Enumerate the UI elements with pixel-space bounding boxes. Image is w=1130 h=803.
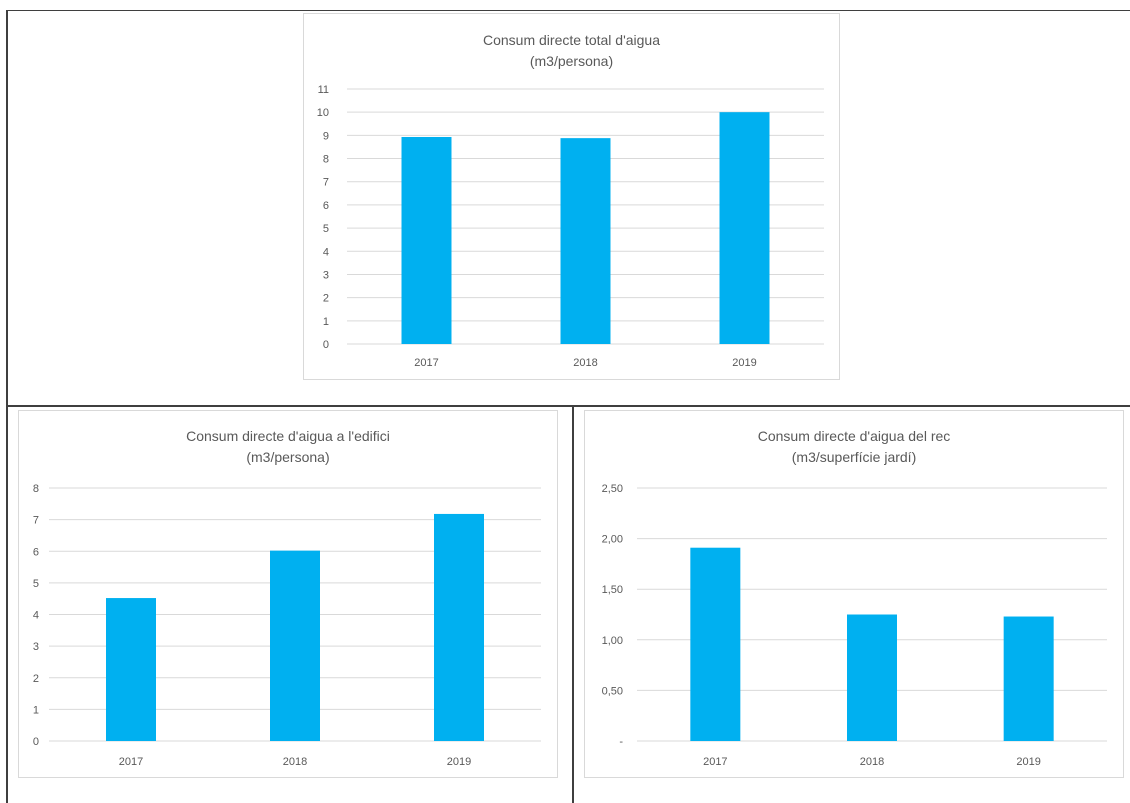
- bar-2018: [560, 138, 611, 344]
- chart-plot: 0 1 2 3 4 5 6 7 8 9 10 11 2017 2018 2019: [317, 84, 824, 369]
- frame-top: [6, 10, 1130, 11]
- bar-2017: [690, 547, 741, 741]
- bar-2019: [434, 513, 484, 741]
- frame-divider-horizontal: [6, 405, 1130, 407]
- y-tick-label: 0,50: [602, 685, 623, 697]
- x-tick-label: 2018: [860, 756, 884, 768]
- y-tick-label: 8: [33, 483, 39, 495]
- y-tick-label: 5: [323, 223, 329, 235]
- y-tick-label: 1: [33, 704, 39, 716]
- bar-2019: [1003, 616, 1054, 741]
- frame-divider-vertical: [572, 405, 574, 803]
- bar-2017: [401, 136, 452, 344]
- y-tick-label: 1,50: [602, 584, 623, 596]
- y-tick-label: 9: [323, 130, 329, 142]
- chart-subtitle: (m3/persona): [529, 53, 614, 69]
- bar-2017: [106, 598, 156, 741]
- y-tick-label: 6: [33, 546, 39, 558]
- chart-plot: 0 1 2 3 4 5 6 7 8 2017 2018 2019: [33, 483, 541, 768]
- y-tick-label: 0: [33, 736, 39, 748]
- chart-title: Consum directe d'aigua a l'edifici: [186, 428, 390, 444]
- x-tick-label: 2019: [732, 357, 756, 369]
- x-tick-label: 2017: [703, 756, 727, 768]
- y-tick-label: 7: [33, 515, 39, 527]
- y-tick-label: 8: [323, 154, 329, 166]
- y-tick-label: 0: [323, 339, 329, 351]
- chart-plot: - 0,50 1,00 1,50 2,00 2,50 2017 2018 2019: [602, 483, 1107, 768]
- x-tick-label: 2018: [283, 756, 307, 768]
- y-tick-label: 4: [323, 246, 329, 258]
- chart-irrigation-water: Consum directe d'aigua del rec (m3/super…: [584, 410, 1124, 778]
- y-tick-label: 11: [318, 84, 329, 96]
- y-tick-label: 2: [33, 673, 39, 685]
- y-tick-label: 3: [323, 269, 329, 281]
- chart-building-water: Consum directe d'aigua a l'edifici (m3/p…: [18, 410, 558, 778]
- y-tick-label: 1,00: [602, 635, 623, 647]
- chart-total-water: Consum directe total d'aigua (m3/persona…: [303, 13, 840, 380]
- y-tick-label: 1: [323, 316, 329, 328]
- y-tick-label: 3: [33, 641, 39, 653]
- chart-subtitle: (m3/persona): [246, 449, 330, 465]
- bar-2018: [270, 550, 320, 741]
- x-tick-label: 2018: [573, 357, 597, 369]
- y-tick-label: 10: [317, 107, 329, 119]
- y-tick-label: 2: [323, 293, 329, 305]
- x-tick-label: 2017: [414, 357, 438, 369]
- frame-left-top: [6, 10, 8, 406]
- bar-2019: [719, 112, 770, 344]
- chart-title: Consum directe total d'aigua: [483, 32, 660, 48]
- y-tick-label: 5: [33, 578, 39, 590]
- y-tick-label: 2,00: [602, 534, 623, 546]
- y-tick-label: 2,50: [602, 483, 623, 495]
- x-tick-label: 2019: [447, 756, 471, 768]
- x-tick-label: 2017: [119, 756, 143, 768]
- y-tick-label: -: [619, 736, 623, 748]
- chart-title: Consum directe d'aigua del rec: [757, 428, 951, 444]
- bar-2018: [847, 614, 897, 741]
- y-tick-label: 6: [323, 200, 329, 212]
- chart-subtitle: (m3/superfície jardí): [791, 449, 917, 465]
- frame-left-bottom: [6, 405, 8, 803]
- x-tick-label: 2019: [1016, 756, 1040, 768]
- y-tick-label: 7: [323, 177, 329, 189]
- y-tick-label: 4: [33, 610, 39, 622]
